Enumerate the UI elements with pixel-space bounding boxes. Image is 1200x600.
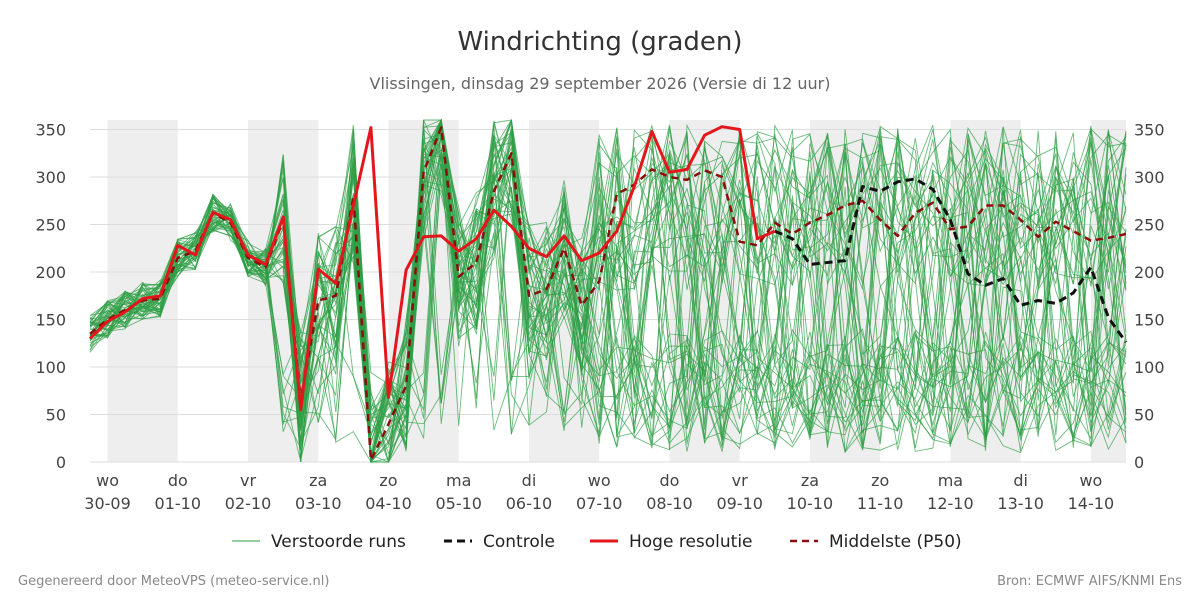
legend: Verstoorde runs Controle Hoge resolutie …	[232, 532, 962, 552]
x-axis: wo 30-09 do 01-10 vr 02-10 za 03-10 zo 04-10 ma 05-…	[84, 471, 1114, 513]
y-axis-left: 0 50 100 150 200 250 300 350	[35, 121, 66, 473]
ensemble-run-34	[89, 119, 1127, 464]
x-tick-day-1: do	[168, 471, 188, 490]
legend-label-high-res: Hoge resolutie	[629, 532, 753, 552]
control-line	[774, 177, 1128, 344]
y-axis-right: 0 50 100 150 200 250 300 350	[1134, 121, 1165, 473]
y-tick-left-150: 150	[35, 311, 66, 330]
ensemble-run-38	[89, 126, 1127, 463]
ensemble-run-39	[89, 119, 1127, 450]
footer-generated-by: Gegenereerd door MeteoVPS (meteo-service…	[18, 574, 329, 589]
ensemble-run-25	[89, 128, 1127, 464]
ensemble-run-26	[89, 124, 1127, 445]
x-tick-date-3: 03-10	[295, 494, 342, 513]
y-tick-left-200: 200	[35, 263, 66, 282]
ensemble-run-42	[89, 118, 1127, 461]
x-tick-day-3: za	[309, 471, 327, 490]
legend-label-control: Controle	[483, 532, 555, 552]
ensemble-run-44	[89, 129, 1127, 463]
ensemble-run-21	[89, 119, 1127, 452]
ensemble-run-40	[89, 126, 1127, 463]
x-tick-day-8: do	[659, 471, 679, 490]
y-tick-left-350: 350	[35, 121, 66, 140]
ensemble-run-41	[89, 136, 1127, 460]
x-tick-day-10: za	[801, 471, 819, 490]
y-tick-left-50: 50	[46, 406, 66, 425]
y-tick-right-350: 350	[1134, 121, 1165, 140]
chart-subtitle: Vlissingen, dinsdag 29 september 2026 (V…	[370, 74, 831, 93]
x-tick-day-11: zo	[871, 471, 889, 490]
y-tick-right-300: 300	[1134, 168, 1165, 187]
x-tick-date-10: 10-10	[787, 494, 834, 513]
y-tick-left-300: 300	[35, 168, 66, 187]
x-tick-date-7: 07-10	[576, 494, 623, 513]
legend-label-median: Middelste (P50)	[829, 532, 962, 552]
median-line	[89, 126, 1127, 462]
ensemble-run-20	[89, 118, 1127, 447]
x-tick-day-9: vr	[732, 471, 748, 490]
y-tick-right-250: 250	[1134, 216, 1165, 235]
x-tick-date-8: 08-10	[646, 494, 693, 513]
y-tick-right-0: 0	[1134, 453, 1144, 472]
high-res-line	[88, 125, 776, 412]
x-tick-date-11: 11-10	[857, 494, 904, 513]
x-tick-day-14: wo	[1079, 471, 1102, 490]
x-tick-date-0: 30-09	[84, 494, 131, 513]
y-tick-right-150: 150	[1134, 311, 1165, 330]
y-tick-left-100: 100	[35, 358, 66, 377]
chart-title: Windrichting (graden)	[457, 27, 742, 57]
x-tick-date-12: 12-10	[927, 494, 974, 513]
x-tick-date-9: 09-10	[716, 494, 763, 513]
x-tick-date-14: 14-10	[1068, 494, 1115, 513]
y-tick-left-250: 250	[35, 216, 66, 235]
footer-source: Bron: ECMWF AIFS/KNMI Ens	[997, 574, 1182, 589]
ensemble-run-49	[89, 129, 1127, 457]
x-tick-date-5: 05-10	[435, 494, 482, 513]
x-tick-day-12: ma	[938, 471, 963, 490]
x-tick-day-2: vr	[240, 471, 256, 490]
x-tick-date-4: 04-10	[365, 494, 412, 513]
y-tick-right-50: 50	[1134, 406, 1154, 425]
x-tick-day-13: di	[1013, 471, 1028, 490]
legend-label-ensemble: Verstoorde runs	[271, 532, 406, 552]
x-tick-day-0: wo	[96, 471, 119, 490]
x-tick-date-1: 01-10	[155, 494, 202, 513]
x-tick-day-4: zo	[379, 471, 397, 490]
ensemble-run-37	[89, 119, 1127, 442]
main-series	[88, 125, 1128, 462]
y-tick-right-100: 100	[1134, 358, 1165, 377]
ensemble-run-46	[89, 119, 1127, 462]
y-tick-right-200: 200	[1134, 263, 1165, 282]
x-tick-day-6: di	[522, 471, 537, 490]
y-tick-left-0: 0	[56, 453, 66, 472]
ensemble-run-48	[89, 125, 1127, 463]
x-tick-date-13: 13-10	[997, 494, 1044, 513]
x-tick-day-5: ma	[446, 471, 471, 490]
x-tick-date-6: 06-10	[506, 494, 553, 513]
x-tick-day-7: wo	[588, 471, 611, 490]
x-tick-date-2: 02-10	[225, 494, 272, 513]
